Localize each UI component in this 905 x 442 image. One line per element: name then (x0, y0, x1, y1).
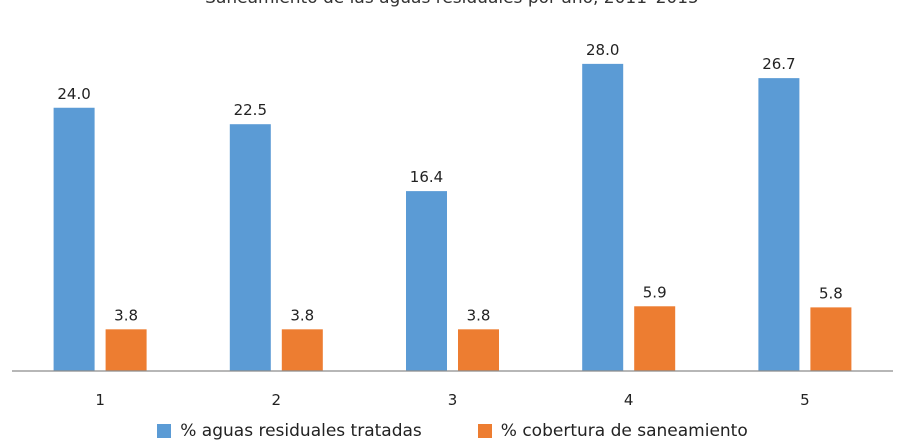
value-label-treated-2: 22.5 (234, 101, 267, 119)
x-tick-label-2: 2 (272, 391, 282, 409)
value-label-treated-4: 28.0 (586, 41, 619, 59)
value-label-coverage-3: 3.8 (467, 306, 491, 324)
bars-layer: 24.0 3.8 22.5 3.8 16.4 3.8 28.0 5.9 26.7 5.8 (53, 41, 852, 372)
value-label-coverage-1: 3.8 (114, 306, 138, 324)
bar-coverage-2 (281, 329, 323, 371)
legend-item-treated: % aguas residuales tratadas (157, 421, 422, 441)
legend-item-coverage: % cobertura de saneamiento (477, 421, 748, 441)
value-label-coverage-4: 5.9 (643, 283, 667, 301)
legend-swatch-coverage (477, 424, 492, 438)
legend-swatch-treated (157, 424, 172, 438)
bar-coverage-5 (810, 307, 852, 371)
bar-treated-4 (582, 63, 624, 371)
x-tick-labels: 1 2 3 4 5 (95, 391, 809, 409)
bar-treated-5 (758, 78, 800, 372)
value-label-treated-1: 24.0 (57, 85, 90, 103)
value-label-treated-5: 26.7 (762, 55, 795, 73)
x-tick-label-4: 4 (624, 391, 634, 409)
bar-coverage-1 (105, 329, 147, 371)
bar-chart: Saneamiento de las aguas residuales por … (12, 0, 893, 409)
x-tick-label-5: 5 (800, 391, 810, 409)
bar-coverage-4 (634, 306, 676, 371)
bar-treated-1 (53, 107, 95, 371)
value-label-coverage-5: 5.8 (819, 284, 843, 302)
bar-treated-2 (229, 124, 271, 371)
legend-label-coverage: % cobertura de saneamiento (500, 421, 748, 441)
value-label-treated-3: 16.4 (410, 168, 443, 186)
chart-title: Saneamiento de las aguas residuales por … (205, 0, 699, 8)
chart-legend: % aguas residuales tratadas % cobertura … (0, 420, 905, 442)
bar-coverage-3 (458, 329, 499, 371)
value-label-coverage-2: 3.8 (290, 306, 314, 324)
bar-treated-3 (406, 191, 447, 371)
x-tick-label-1: 1 (95, 391, 105, 409)
x-tick-label-3: 3 (448, 391, 458, 409)
legend-label-treated: % aguas residuales tratadas (180, 421, 422, 441)
